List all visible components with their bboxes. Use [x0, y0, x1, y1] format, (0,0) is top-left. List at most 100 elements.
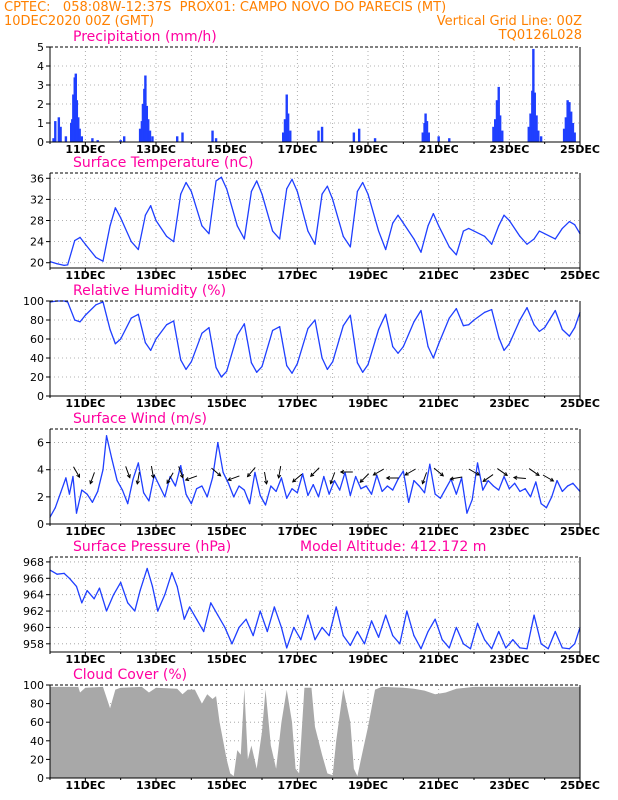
x-tick-label: 19DEC: [348, 143, 388, 156]
header-datetime: 10DEC2020 00Z (GMT): [4, 14, 155, 29]
wind-arrow: [277, 466, 282, 479]
data-point: [54, 507, 56, 509]
data-point: [508, 343, 510, 345]
data-point: [529, 496, 532, 498]
data-point: [105, 435, 108, 437]
data-point: [356, 362, 358, 364]
data-point: [328, 493, 330, 495]
data-point: [535, 481, 537, 483]
data-point: [68, 577, 71, 579]
precip-bar: [494, 119, 497, 142]
data-point: [190, 190, 192, 193]
data-point: [554, 238, 556, 240]
y-tick-label: 28: [30, 215, 44, 228]
data-point: [574, 327, 576, 329]
data-point: [314, 319, 316, 321]
data-point: [210, 602, 212, 604]
data-point: [402, 222, 404, 224]
precip-bar: [64, 136, 68, 142]
wind-arrow: [211, 467, 222, 477]
precip-bar: [78, 128, 81, 142]
data-point: [86, 589, 88, 592]
data-point: [432, 357, 434, 359]
x-tick-label: 25DEC: [560, 779, 600, 792]
data-point: [438, 343, 440, 345]
precip-bar: [148, 130, 152, 142]
wind-arrow: [385, 475, 399, 481]
data-point: [144, 342, 146, 344]
data-point: [427, 630, 429, 633]
data-point: [208, 327, 210, 329]
precip-bar: [373, 138, 377, 142]
wind-arrow: [150, 466, 156, 479]
data-point: [448, 317, 450, 319]
data-point: [356, 630, 358, 633]
data-point: [264, 504, 267, 506]
data-point: [572, 482, 574, 484]
data-point: [72, 475, 74, 478]
data-point: [226, 370, 228, 372]
panel-title: Relative Humidity (%): [73, 283, 226, 299]
data-point: [166, 235, 168, 237]
wind-arrow: [404, 468, 416, 476]
data-point: [252, 635, 254, 637]
wind-arrow: [246, 467, 256, 478]
data-point: [97, 490, 99, 493]
y-tick-label: 40: [30, 352, 44, 365]
data-point: [146, 567, 148, 570]
data-point: [180, 465, 182, 467]
data-point: [413, 635, 415, 637]
data-point: [408, 501, 410, 503]
data-point: [533, 614, 535, 616]
data-point: [498, 630, 500, 633]
data-point: [226, 188, 228, 190]
data-point: [231, 643, 233, 645]
data-point: [427, 346, 429, 348]
wind-arrow: [372, 468, 385, 476]
data-point: [356, 190, 358, 193]
data-point: [185, 368, 187, 370]
data-point: [349, 246, 351, 248]
data-point: [423, 492, 426, 494]
data-point: [215, 366, 217, 369]
data-point: [272, 329, 274, 332]
data-point: [429, 463, 431, 465]
data-point: [174, 485, 177, 487]
x-tick-label: 19DEC: [348, 779, 388, 792]
data-point: [498, 225, 500, 227]
precip-bar: [80, 136, 83, 142]
precip-bar: [176, 136, 179, 142]
data-point: [250, 362, 252, 364]
y-tick-label: 1: [37, 117, 44, 130]
data-point: [402, 470, 404, 472]
data-point: [121, 489, 124, 491]
precip-bar: [501, 130, 504, 142]
data-point: [206, 496, 208, 498]
data-point: [81, 489, 83, 491]
data-point: [256, 371, 258, 373]
x-tick-label: 21DEC: [419, 779, 459, 792]
data-point: [367, 364, 369, 366]
y-tick-label: 960: [23, 621, 44, 634]
data-point: [137, 462, 139, 464]
data-point: [164, 496, 166, 498]
data-point: [333, 479, 336, 482]
data-point: [286, 647, 288, 649]
data-point: [332, 361, 334, 363]
data-point: [505, 647, 507, 649]
data-point: [139, 589, 141, 592]
data-point: [397, 214, 399, 216]
data-point: [448, 246, 450, 248]
data-point: [130, 317, 132, 319]
wind-arrow: [339, 469, 353, 475]
y-tick-label: 5: [37, 41, 44, 54]
data-point: [378, 230, 380, 232]
data-point: [349, 494, 351, 497]
data-point: [95, 304, 97, 306]
data-point: [392, 222, 394, 224]
data-point: [148, 500, 150, 502]
data-point: [321, 626, 323, 629]
data-point: [468, 227, 470, 230]
y-tick-label: 4: [37, 464, 44, 477]
precip-bar: [72, 94, 75, 142]
